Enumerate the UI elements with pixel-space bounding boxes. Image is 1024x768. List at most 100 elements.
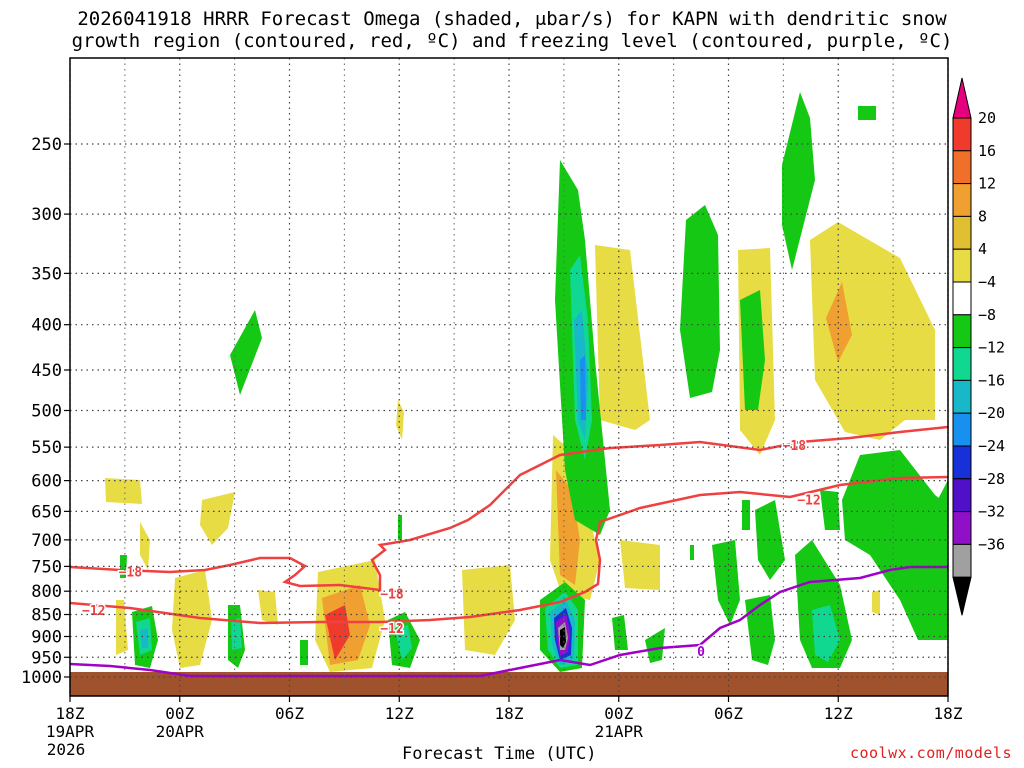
omega-area-yellow [595, 245, 650, 430]
omega-area-green [782, 92, 815, 270]
omega-area-red [325, 605, 350, 660]
x-tick-date-label: 19APR [46, 722, 95, 741]
x-tick-label: 18Z [495, 704, 524, 723]
freezing-level-contour [70, 565, 948, 678]
chart-title-line2: growth region (contoured, red, ºC) and f… [71, 30, 953, 52]
contour-label: −18 [783, 439, 807, 454]
x-tick-label: 06Z [714, 704, 743, 723]
omega-area-green [820, 490, 840, 530]
colorbar-swatch [952, 314, 972, 349]
colorbar-swatch [952, 150, 972, 185]
colorbar-swatch [952, 478, 972, 513]
contour-label: −12 [380, 622, 403, 637]
omega-area-cyan [140, 628, 148, 648]
colorbar-swatch [952, 183, 972, 217]
y-tick-label: 1000 [21, 668, 62, 688]
omega-area-orange [556, 470, 580, 585]
omega-area-green [680, 205, 720, 398]
omega-colorbar: 20 16 12 8 4 −4 −8 −12 −16 −20 −24 −28 −32 −36 [952, 77, 1005, 616]
omega-area-yellow [172, 570, 212, 668]
omega-area-teal [231, 618, 242, 650]
colorbar-swatch [952, 281, 972, 316]
x-tick-label: 06Z [275, 704, 304, 723]
omega-area-green [398, 515, 402, 540]
y-tick-label: 550 [31, 438, 62, 458]
x-tick-label: 12Z [385, 704, 414, 723]
y-tick-label: 750 [31, 557, 62, 577]
y-tick-label: 350 [31, 264, 62, 284]
contour-label: 0 [697, 645, 705, 660]
omega-area-green [740, 290, 765, 410]
y-tick-label: 500 [31, 402, 62, 422]
colorbar-bottom-arrow [952, 576, 972, 616]
dgz-minus18-contour [70, 425, 948, 592]
omega-area-yellow [462, 565, 515, 655]
colorbar-swatch [952, 117, 972, 152]
y-tick-label: 850 [31, 606, 62, 626]
colorbar-label: 12 [978, 175, 996, 193]
omega-area-green [742, 500, 750, 530]
x-axis-title: Forecast Time (UTC) [402, 744, 597, 764]
x-tick-label: 00Z [165, 704, 194, 723]
y-tick-label: 800 [31, 582, 62, 602]
colorbar-label: 4 [978, 240, 987, 258]
x-tick-label: 18Z [934, 704, 963, 723]
omega-area-orange [826, 282, 852, 362]
y-tick-label: 650 [31, 502, 62, 522]
omega-area-green [690, 545, 694, 560]
colorbar-top-arrow [952, 77, 972, 119]
colorbar-label: −8 [978, 306, 996, 324]
omega-area-yellow [810, 222, 935, 440]
x-tick-date-label: 21APR [595, 722, 644, 741]
colorbar-label: −32 [978, 503, 1005, 521]
y-tick-label: 900 [31, 627, 62, 647]
omega-area-green [120, 555, 127, 578]
omega-area-green [712, 540, 740, 625]
colorbar-label: 8 [978, 207, 987, 225]
chart-title-line1: 2026041918 HRRR Forecast Omega (shaded, … [77, 8, 947, 30]
colorbar-label: −4 [978, 273, 996, 291]
colorbar-label: −24 [978, 437, 1005, 455]
colorbar-swatch [952, 215, 972, 250]
omega-area-teal [812, 605, 840, 662]
y-tick-label: 600 [31, 472, 62, 492]
colorbar-swatch [952, 445, 972, 480]
colorbar-label: 16 [978, 142, 996, 160]
colorbar-swatch [952, 412, 972, 447]
colorbar-swatch [952, 347, 972, 381]
colorbar-swatch [952, 511, 972, 545]
source-credit: coolwx.com/models [849, 744, 1012, 762]
omega-area-yellow [258, 590, 278, 625]
x-tick-year-label: 2026 [47, 740, 86, 759]
y-tick-label: 700 [31, 531, 62, 551]
omega-area-green [745, 595, 775, 665]
omega-area-yellow [105, 478, 142, 504]
dgz-minus12-contour [70, 475, 948, 625]
contour-label: −18 [119, 565, 143, 580]
omega-area-green [612, 615, 628, 650]
colorbar-label: −36 [978, 535, 1005, 553]
y-tick-label: 950 [31, 648, 62, 668]
omega-shaded-field [70, 92, 948, 696]
y-tick-label: 400 [31, 316, 62, 336]
colorbar-swatch [952, 543, 972, 578]
omega-area-teal [395, 625, 412, 660]
omega-area-green [858, 106, 876, 120]
omega-area-green [842, 450, 948, 640]
contour-label: −12 [797, 493, 820, 508]
x-tick-label: 00Z [604, 704, 633, 723]
y-tick-label: 450 [31, 361, 62, 381]
omega-area-yellow [620, 540, 660, 590]
omega-area-yellow [140, 522, 150, 570]
colorbar-label: −16 [978, 371, 1005, 389]
contour-label: −18 [380, 588, 404, 603]
colorbar-label: −12 [978, 339, 1005, 357]
x-tick-date-label: 20APR [156, 722, 205, 741]
omega-area-yellow [200, 492, 235, 545]
x-tick-label: 18Z [56, 704, 85, 723]
omega-area-green [230, 310, 262, 395]
ground-surface [70, 672, 948, 696]
y-tick-label: 300 [31, 205, 62, 225]
x-tick-label: 12Z [824, 704, 853, 723]
